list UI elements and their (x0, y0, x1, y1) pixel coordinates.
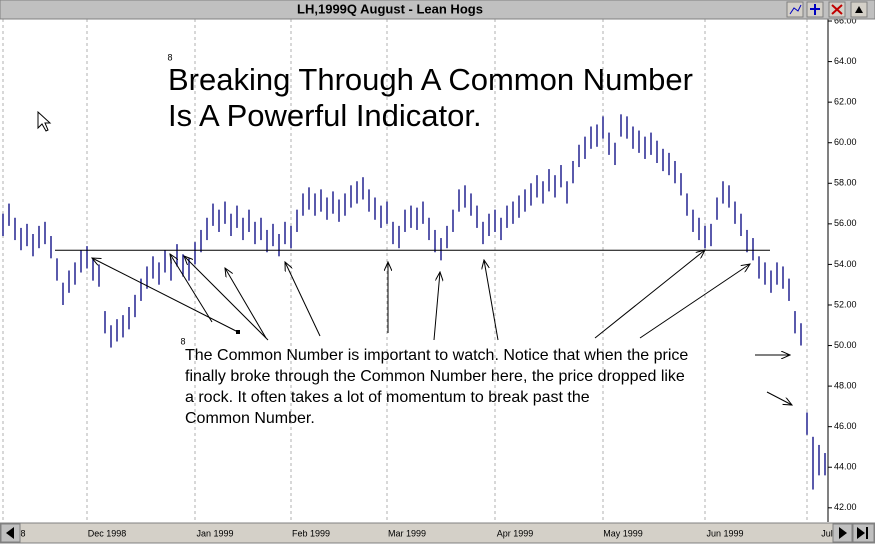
chart-icon (789, 4, 802, 15)
x-tick-label: Jan 1999 (196, 528, 233, 538)
x-tick-label: 8 (20, 528, 25, 538)
y-tick-label: 60.00 (834, 137, 857, 147)
arrow (639, 264, 750, 339)
x-tick-label: Feb 1999 (292, 528, 330, 538)
y-tick-label: 62.00 (834, 97, 857, 107)
x-axis: 8 Dec 1998 Jan 1999 Feb 1999 Mar 1999 Apr 199… (20, 528, 832, 538)
y-tick-label: 56.00 (834, 218, 857, 228)
arrows (92, 250, 792, 405)
right-icon (839, 527, 847, 539)
x-tick-label: Mar 1999 (388, 528, 426, 538)
left-icon (6, 527, 14, 539)
arrow (484, 260, 499, 341)
arrow (92, 258, 239, 333)
arrow (433, 272, 440, 341)
y-tick-label: 46.00 (834, 421, 857, 431)
marker: 8 (180, 336, 185, 346)
title-bar (0, 0, 875, 20)
body-text: a rock. It often takes a lot of momentum… (185, 389, 590, 406)
plot: 42.00 44.00 46.00 48.00 50.00 52.00 54.00 56.00… (2, 15, 857, 522)
arrow (285, 262, 321, 337)
x-tick-label: Apr 1999 (497, 528, 534, 538)
y-tick-label: 44.00 (834, 462, 857, 472)
marker: 8 (167, 52, 172, 62)
end-icon (857, 527, 868, 539)
body-text: The Common Number is important to watch.… (185, 347, 688, 364)
y-tick-label: 64.00 (834, 56, 857, 66)
y-tick-label: 50.00 (834, 340, 857, 350)
up-icon (855, 6, 863, 13)
mouse-cursor (37, 110, 52, 132)
arrow (170, 254, 213, 323)
y-tick-label: 52.00 (834, 299, 857, 309)
headline: Is A Powerful Indicator. (168, 98, 482, 133)
body-text: finally broke through the Common Number … (185, 368, 685, 385)
arrow (184, 256, 269, 341)
body-text: Common Number. (185, 410, 315, 427)
arrow-origin (236, 330, 240, 334)
y-tick-label: 48.00 (834, 380, 857, 390)
y-tick-label: 66.00 (834, 15, 857, 25)
chart-button[interactable] (786, 1, 804, 18)
y-tick-label: 54.00 (834, 259, 857, 269)
y-tick-label: 42.00 (834, 502, 857, 512)
headline: Breaking Through A Common Number (168, 62, 693, 97)
x-tick-label: Dec 1998 (88, 528, 127, 538)
x-tick-label: Jun 1999 (706, 528, 743, 538)
close-icon (831, 4, 843, 15)
scrollbar[interactable] (0, 522, 875, 544)
y-tick-label: 58.00 (834, 178, 857, 188)
window-title: LH,1999Q August - Lean Hogs (297, 1, 483, 16)
arrow (766, 391, 792, 405)
arrow (225, 268, 267, 339)
arrow (594, 250, 705, 339)
cursor-icon (810, 4, 820, 15)
x-tick-label: Jul (821, 528, 833, 538)
x-tick-label: May 1999 (603, 528, 643, 538)
